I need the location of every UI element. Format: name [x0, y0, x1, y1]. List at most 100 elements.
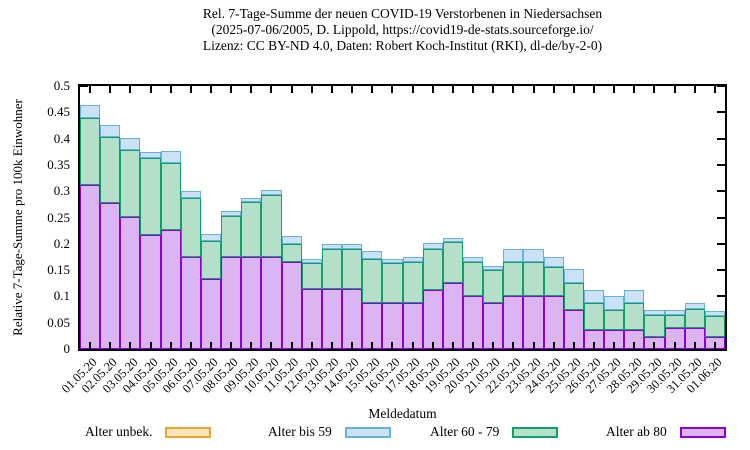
- legend-label: Alter unbek.: [85, 424, 153, 439]
- bar-group: [80, 86, 101, 349]
- x-tick-mark-bottom: [572, 342, 575, 349]
- x-tick-mark-top: [169, 86, 172, 93]
- x-tick-mark-top: [472, 86, 475, 93]
- segment-alter-ab-80: [221, 256, 242, 349]
- segment-alter-60-79: [80, 117, 101, 185]
- legend-swatch: [679, 426, 726, 438]
- segment-alter-bis-59: [402, 256, 423, 263]
- bar-group: [523, 86, 544, 349]
- segment-alter-60-79: [261, 195, 282, 258]
- legend-label: Alter bis 59: [268, 424, 332, 439]
- segment-alter-bis-59: [281, 235, 302, 245]
- y-tick-mark: [80, 348, 88, 350]
- legend: Alter unbek. Alter bis 59 Alter 60 - 79 Alt…: [0, 424, 750, 446]
- segment-alter-60-79: [241, 202, 262, 258]
- bar-group: [180, 86, 201, 349]
- x-tick-mark-bottom: [713, 342, 716, 349]
- y-tick-mark: [717, 111, 725, 114]
- segment-alter-60-79: [483, 269, 504, 304]
- bar-group: [563, 86, 584, 349]
- segment-alter-60-79: [321, 249, 343, 289]
- segment-alter-bis-59: [301, 258, 322, 264]
- chart-title-line1: Rel. 7-Tage-Summe der neuen COVID-19 Ver…: [202, 6, 603, 21]
- x-tick-mark-bottom: [149, 342, 152, 349]
- x-tick-mark-bottom: [371, 342, 374, 349]
- segment-alter-bis-59: [604, 296, 625, 311]
- segment-alter-60-79: [402, 262, 423, 303]
- bar-group: [140, 86, 161, 349]
- y-tick-label: 0.3: [53, 183, 70, 199]
- y-tick-mark: [717, 269, 725, 272]
- x-tick-mark-bottom: [89, 342, 92, 349]
- segment-alter-60-79: [704, 315, 725, 337]
- y-tick-mark: [717, 163, 725, 166]
- bar-group: [442, 86, 463, 349]
- x-tick-mark-bottom: [451, 342, 454, 349]
- x-tick-mark-bottom: [492, 342, 495, 349]
- segment-alter-bis-59: [140, 151, 161, 159]
- x-tick-mark-bottom: [532, 342, 535, 349]
- x-tick-mark-bottom: [633, 342, 636, 349]
- bar-group: [342, 86, 363, 349]
- segment-alter-bis-59: [442, 237, 463, 243]
- segment-alter-60-79: [362, 258, 383, 304]
- segment-alter-60-79: [442, 242, 463, 283]
- x-tick-mark-bottom: [653, 342, 656, 349]
- segment-alter-60-79: [301, 263, 322, 290]
- segment-alter-60-79: [180, 197, 201, 258]
- bar-group: [503, 86, 524, 349]
- segment-alter-60-79: [120, 150, 141, 217]
- y-tick-label: 0.35: [47, 156, 70, 172]
- x-tick-mark-top: [532, 86, 535, 93]
- x-tick-mark-top: [391, 86, 394, 93]
- y-tick-mark: [717, 242, 725, 245]
- x-tick-mark-bottom: [310, 342, 313, 349]
- bar-group: [281, 86, 302, 349]
- x-tick-mark-top: [330, 86, 333, 93]
- segment-alter-60-79: [604, 310, 625, 330]
- segment-alter-bis-59: [80, 104, 101, 118]
- segment-alter-ab-80: [342, 288, 363, 349]
- legend-item: Alter bis 59: [268, 424, 391, 440]
- y-tick-label: 0.15: [47, 262, 70, 278]
- segment-alter-bis-59: [120, 138, 141, 151]
- segment-alter-bis-59: [483, 266, 504, 270]
- bar-group: [583, 86, 605, 349]
- x-tick-mark-top: [189, 86, 192, 93]
- bar-group: [604, 86, 625, 349]
- x-tick-mark-bottom: [189, 342, 192, 349]
- y-tick-label: 0.05: [47, 314, 70, 330]
- segment-alter-60-79: [644, 315, 665, 337]
- segment-alter-60-79: [160, 163, 181, 230]
- bar-group: [321, 86, 343, 349]
- bar-group: [241, 86, 262, 349]
- segment-alter-bis-59: [241, 197, 262, 203]
- segment-alter-60-79: [422, 248, 443, 291]
- x-tick-mark-bottom: [129, 342, 132, 349]
- bar-group: [664, 86, 685, 349]
- segment-alter-bis-59: [321, 244, 343, 250]
- x-tick-mark-top: [250, 86, 253, 93]
- plot-area: [78, 84, 727, 351]
- bar-group: [382, 86, 403, 349]
- legend-label: Alter ab 80: [606, 424, 667, 439]
- segment-alter-ab-80: [321, 288, 343, 349]
- x-tick-mark-bottom: [552, 342, 555, 349]
- x-tick-mark-top: [451, 86, 454, 93]
- bar-group: [422, 86, 443, 349]
- x-tick-mark-bottom: [351, 342, 354, 349]
- segment-alter-ab-80: [442, 282, 463, 349]
- x-tick-mark-bottom: [472, 342, 475, 349]
- bar-group: [624, 86, 645, 349]
- x-tick-mark-bottom: [330, 342, 333, 349]
- segment-alter-60-79: [462, 262, 484, 297]
- x-tick-mark-top: [653, 86, 656, 93]
- segment-alter-60-79: [684, 308, 705, 328]
- x-tick-mark-top: [210, 86, 213, 93]
- x-tick-mark-top: [592, 86, 595, 93]
- bar-group: [644, 86, 665, 349]
- x-tick-mark-bottom: [613, 342, 616, 349]
- segment-alter-60-79: [664, 315, 685, 328]
- x-tick-mark-bottom: [512, 342, 515, 349]
- x-tick-mark-top: [129, 86, 132, 93]
